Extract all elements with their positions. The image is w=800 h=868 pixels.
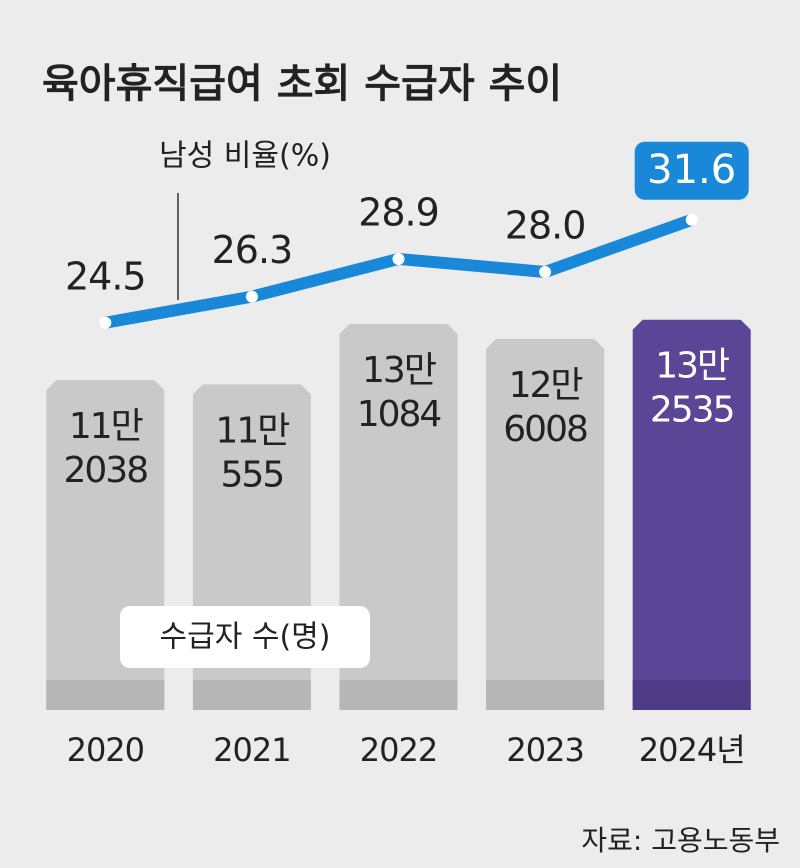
- legend-box: [120, 606, 370, 668]
- x-tick-label: 2023: [506, 731, 583, 769]
- bar-value-label: 2038: [63, 450, 147, 491]
- line-marker: [99, 316, 112, 329]
- bar-base: [486, 680, 605, 710]
- bar-value-label: 13만: [362, 350, 436, 391]
- x-tick-label: 2021: [213, 731, 290, 769]
- bar-value-label: 2535: [650, 390, 734, 431]
- bar-base: [632, 680, 751, 710]
- bar-value-label: 13만: [655, 346, 729, 387]
- chart-title: 육아휴직급여 초회 수급자 추이: [42, 61, 562, 107]
- legend-label: 남성 비율(%): [159, 139, 331, 174]
- line-marker: [539, 266, 552, 278]
- highlight-box: [634, 141, 749, 200]
- bar: [632, 319, 751, 710]
- x-tick-label: 2024년: [639, 731, 745, 769]
- x-tick-label: 2022: [360, 731, 437, 769]
- line-value-label: 31.6: [647, 147, 736, 193]
- legend-label: 수급자 수(명): [160, 620, 331, 655]
- line-marker: [392, 252, 405, 265]
- line-value-label: 28.9: [358, 190, 439, 234]
- bar-value-label: 12만: [509, 365, 583, 406]
- bar-value-label: 6008: [503, 409, 587, 450]
- line-value-label: 24.5: [65, 254, 146, 298]
- bar-base: [46, 680, 165, 710]
- x-tick-label: 2020: [67, 731, 144, 769]
- line-marker: [245, 290, 258, 303]
- bar-base: [339, 680, 458, 710]
- bar-value-label: 11만: [215, 410, 289, 451]
- source: 자료: 고용노동부: [581, 824, 780, 857]
- bar-value-label: 555: [221, 454, 284, 495]
- line-value-label: 28.0: [505, 204, 586, 248]
- line-value-label: 26.3: [212, 228, 293, 272]
- bar-base: [192, 680, 311, 710]
- bar: [486, 338, 605, 710]
- line-marker: [685, 213, 698, 226]
- bar-value-label: 11만: [69, 406, 143, 447]
- bar-value-label: 1084: [357, 394, 441, 435]
